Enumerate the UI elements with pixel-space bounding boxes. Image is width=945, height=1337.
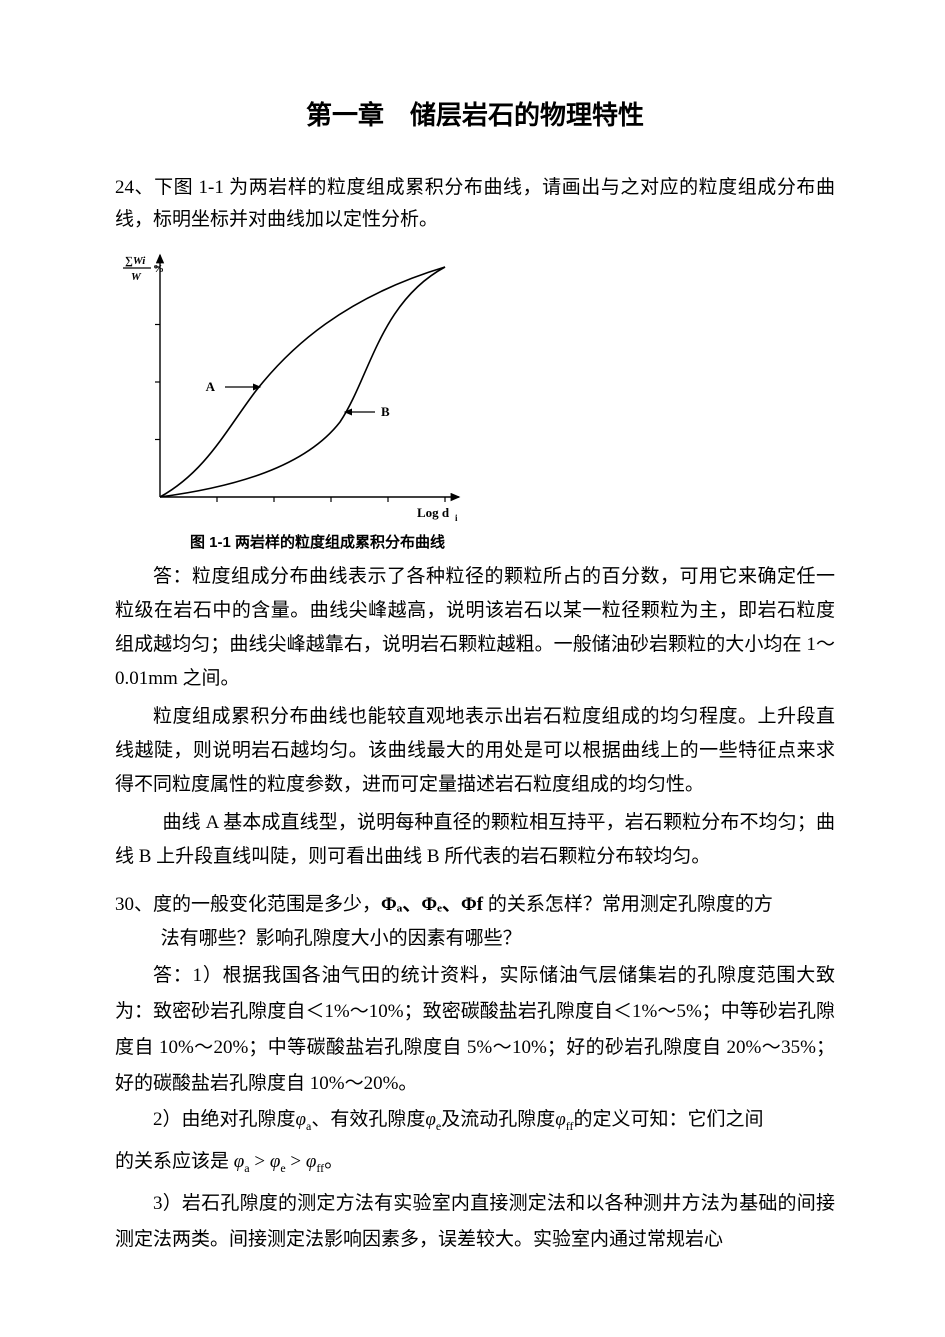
svg-text:%: % bbox=[153, 263, 164, 275]
q24-answer-p1: 答：粒度组成分布曲线表示了各种粒径的颗粒所占的百分数，可用它来确定任一粒级在岩石… bbox=[115, 560, 835, 696]
q30-answer-2-line1: 2）由绝对孔隙度φa、有效孔隙度φe及流动孔隙度φff的定义可知：它们之间 bbox=[115, 1102, 835, 1144]
phi-ff-symbol: φff bbox=[555, 1109, 573, 1130]
phi-e-symbol: φe bbox=[425, 1109, 441, 1130]
cumulative-curve-chart: ∑Wi W% Log d i A B bbox=[115, 242, 835, 527]
question-24: 24、下图 1-1 为两岩样的粒度组成累积分布曲线，请画出与之对应的粒度组成分布… bbox=[115, 172, 835, 874]
phi-a-symbol: φa bbox=[296, 1109, 312, 1130]
svg-text:Log d: Log d bbox=[417, 505, 450, 520]
svg-text:∑Wi: ∑Wi bbox=[125, 255, 146, 267]
q30-answer-3: 3）岩石孔隙度的测定方法有实验室内直接测定法和以各种测井方法为基础的间接测定法两… bbox=[115, 1186, 835, 1258]
chapter-title: 第一章 储层岩石的物理特性 bbox=[115, 95, 835, 132]
phi-relation: φa > φe > φff bbox=[234, 1151, 324, 1172]
question-30: 30、度的一般变化范围是多少，Φₐ、Φₑ、Φf 的关系怎样？常用测定孔隙度的方 … bbox=[115, 888, 835, 1258]
chart-caption: 图 1-1 两岩样的粒度组成累积分布曲线 bbox=[190, 531, 835, 552]
chart-svg: ∑Wi W% Log d i A B bbox=[115, 242, 465, 522]
document-page: 第一章 储层岩石的物理特性 24、下图 1-1 为两岩样的粒度组成累积分布曲线，… bbox=[0, 0, 945, 1337]
q30-answer-1: 答：1）根据我国各油气田的统计资料，实际储油气层储集岩的孔隙度范围大致为：致密砂… bbox=[115, 958, 835, 1102]
svg-text:A: A bbox=[206, 379, 216, 394]
q24-lead: 24、下图 1-1 为两岩样的粒度组成累积分布曲线，请画出与之对应的粒度组成分布… bbox=[115, 172, 835, 236]
q24-answer-p2: 粒度组成累积分布曲线也能较直观地表示出岩石粒度组成的均匀程度。上升段直线越陡，则… bbox=[115, 700, 835, 802]
svg-text:B: B bbox=[381, 404, 390, 419]
q24-answer-p3: 曲线 A 基本成直线型，说明每种直径的颗粒相互持平，岩石颗粒分布不均匀；曲线 B… bbox=[115, 806, 835, 874]
q30-lead-line2: 法有哪些？影响孔隙度大小的因素有哪些？ bbox=[115, 922, 835, 956]
q30-answer-2-line2: 的关系应该是 φa > φe > φff。 bbox=[115, 1144, 835, 1186]
q30-lead-line1: 30、度的一般变化范围是多少，Φₐ、Φₑ、Φf 的关系怎样？常用测定孔隙度的方 bbox=[115, 888, 835, 922]
svg-text:i: i bbox=[455, 513, 458, 522]
svg-text:W: W bbox=[131, 271, 142, 283]
